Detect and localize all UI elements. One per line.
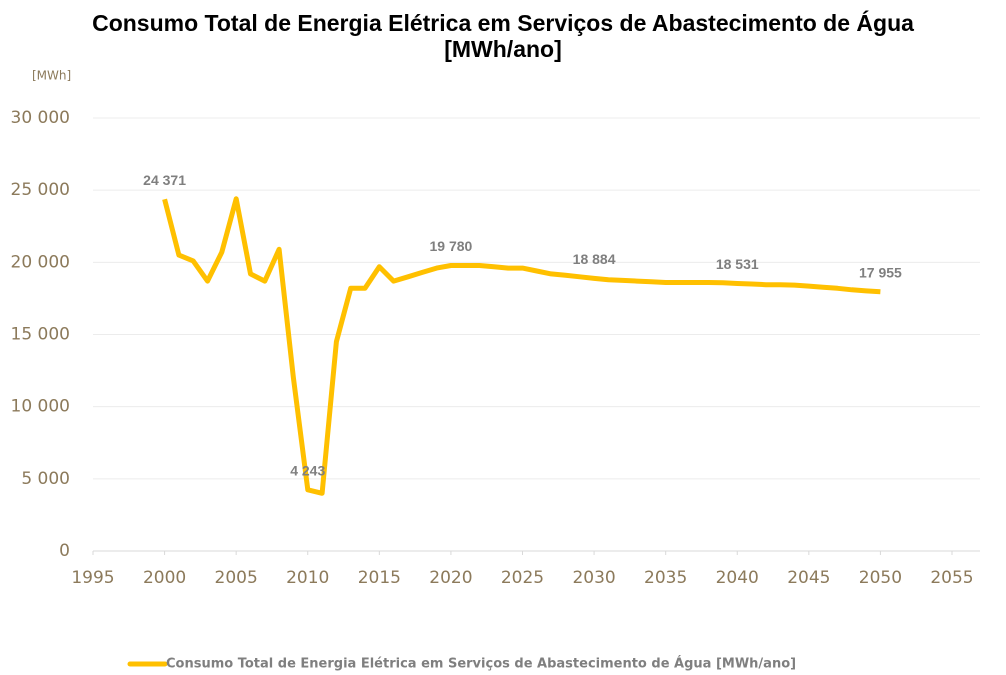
x-tick-label: 2000 xyxy=(143,568,186,588)
data-line xyxy=(162,196,881,496)
x-tick-label: 1995 xyxy=(71,568,114,588)
data-label: 18 531 xyxy=(716,256,759,272)
x-tick-label: 2035 xyxy=(644,568,687,588)
x-tick-label: 2015 xyxy=(358,568,401,588)
data-label: 19 780 xyxy=(430,238,473,254)
y-tick-label: 30 000 xyxy=(11,108,70,128)
x-tick-label: 2010 xyxy=(286,568,329,588)
y-tick-label: 15 000 xyxy=(11,325,70,345)
y-unit: [MWh] xyxy=(32,69,71,83)
y-tick-label: 25 000 xyxy=(11,180,70,200)
legend-label: Consumo Total de Energia Elétrica em Ser… xyxy=(166,656,796,672)
x-tick-label: 2030 xyxy=(572,568,615,588)
x-tick-label: 2050 xyxy=(859,568,902,588)
x-tick-label: 2005 xyxy=(215,568,258,588)
data-label: 24 371 xyxy=(143,172,186,188)
y-tick-label: 5 000 xyxy=(21,469,70,489)
data-label: 17 955 xyxy=(859,265,902,281)
x-tick-label: 2020 xyxy=(429,568,472,588)
x-tick-label: 2045 xyxy=(787,568,830,588)
y-tick-label: 20 000 xyxy=(11,252,70,272)
data-label: 4 243 xyxy=(290,462,325,478)
x-tick-label: 2025 xyxy=(501,568,544,588)
x-tick-label: 2040 xyxy=(716,568,759,588)
data-label: 18 884 xyxy=(573,251,616,267)
y-tick-label: 0 xyxy=(59,541,70,561)
y-tick-label: 10 000 xyxy=(11,397,70,417)
chart-title: Consumo Total de Energia Elétrica em Ser… xyxy=(92,10,914,62)
x-tick-label: 2055 xyxy=(930,568,973,588)
